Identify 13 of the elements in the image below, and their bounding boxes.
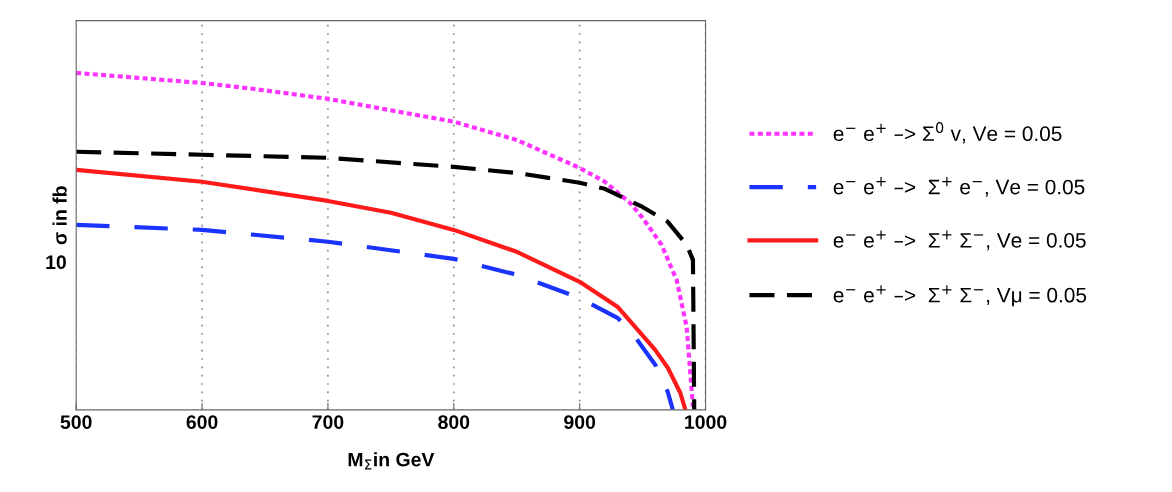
x-tick-label: 900 [564, 415, 596, 429]
x-axis-title: M$_{Σ}$in GeV [348, 452, 435, 470]
text: e$^{−}$ e$^{+}$ –> Σ$^{+}$ Σ$^{−}$, Ve = 0.05 [833, 230, 1086, 251]
x-tick-label: 800 [438, 415, 470, 429]
text: 10 [46, 255, 66, 270]
x-tick-label: 600 [186, 415, 218, 429]
x-tick-label: 1000 [685, 415, 727, 429]
legend-label: e$^{−}$ e$^{+}$ –> Σ$^{0}$ v, Ve = 0.05 [833, 122, 1062, 144]
text: e$^{−}$ e$^{+}$ –> Σ$^{+}$ e$^{−}$, Ve = 0.05 [833, 177, 1085, 197]
y-axis-title: σ in fb [52, 186, 67, 245]
x-tick-label: 500 [60, 415, 92, 429]
text: e$^{−}$ e$^{+}$ –> Σ$^{+}$ Σ$^{−}$, Vμ = 0.05 [833, 285, 1087, 307]
x-tick-label: 700 [312, 415, 344, 429]
